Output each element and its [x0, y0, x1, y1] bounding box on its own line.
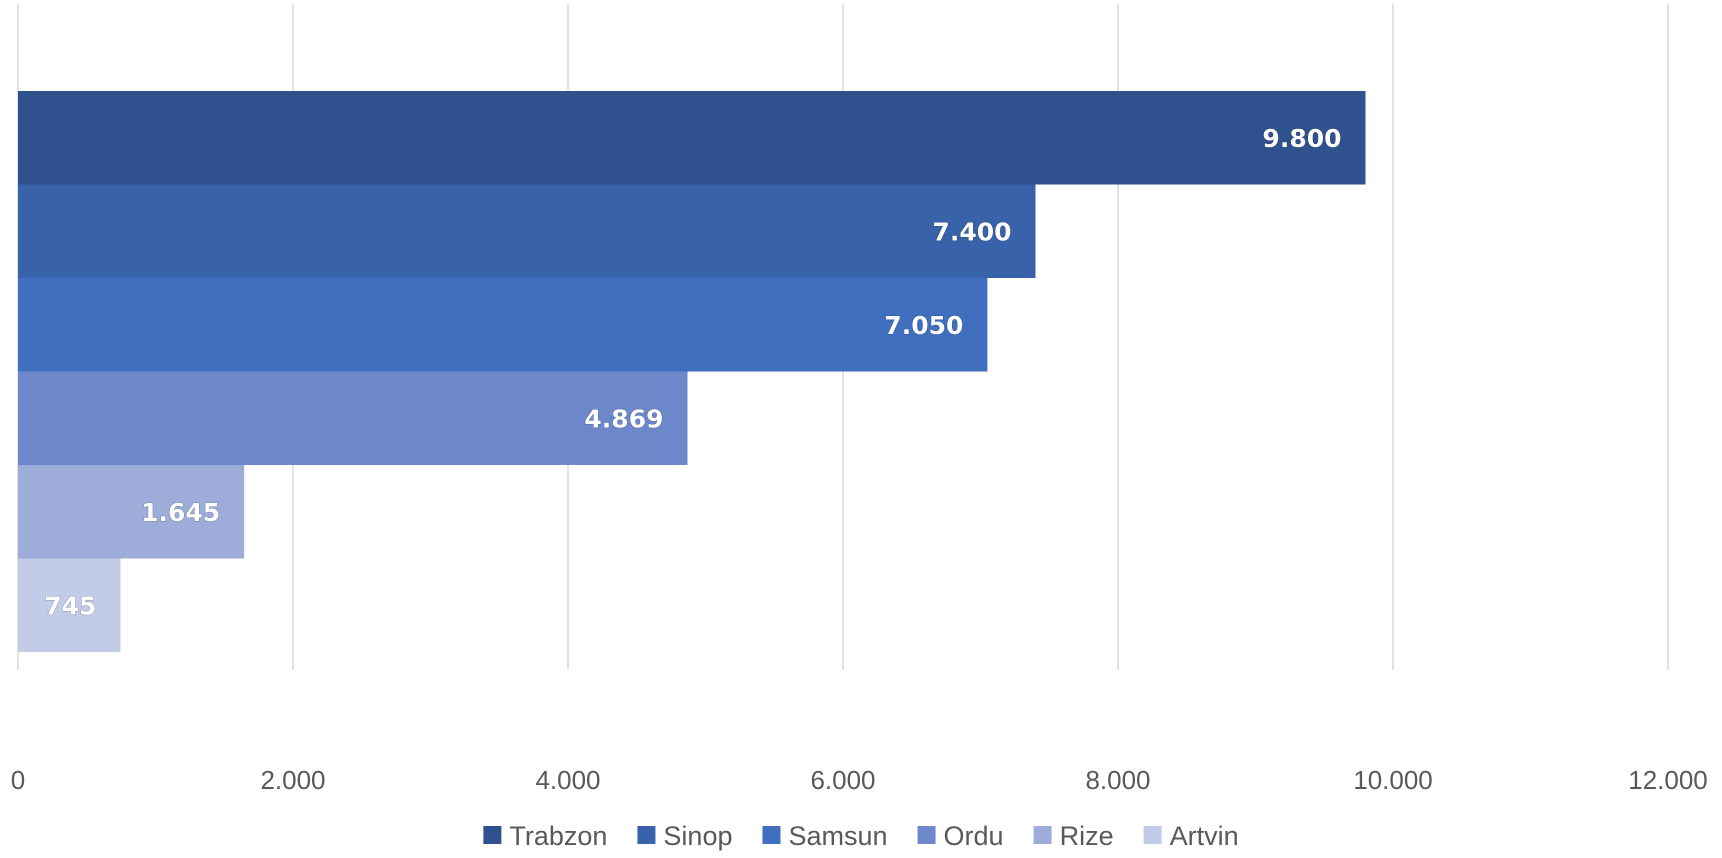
data-label-artvin: 745: [44, 591, 96, 620]
x-axis-ticks: 0 2.000 4.000 6.000 8.000 10.000 12.000: [11, 765, 1708, 795]
legend-item-artvin: Artvin: [1143, 821, 1239, 851]
data-label-trabzon: 9.800: [1262, 124, 1341, 153]
x-tick-label: 2.000: [260, 765, 325, 795]
legend-item-samsun: Samsun: [762, 821, 888, 851]
legend-label: Artvin: [1170, 821, 1239, 851]
legend-item-ordu: Ordu: [917, 821, 1004, 851]
legend-label: Samsun: [788, 821, 887, 851]
data-label-samsun: 7.050: [884, 311, 963, 340]
bar-sinop: [18, 184, 1036, 278]
legend-item-rize: Rize: [1033, 821, 1114, 851]
x-tick-label: 0: [11, 765, 25, 795]
x-tick-label: 8.000: [1085, 765, 1150, 795]
bar-ordu: [18, 371, 688, 465]
legend-swatch: [762, 826, 781, 844]
legend-swatch: [1143, 826, 1162, 844]
legend-swatch: [1033, 826, 1052, 844]
legend-label: Sinop: [663, 821, 732, 851]
bar-artvin: [18, 558, 121, 652]
legend-swatch: [483, 826, 502, 844]
data-label-sinop: 7.400: [932, 217, 1011, 246]
data-labels: 9.800 7.400 7.050 4.869 1.645 745: [44, 123, 1342, 621]
legend-item-trabzon: Trabzon: [483, 821, 607, 851]
legend-swatch: [637, 826, 656, 844]
x-tick-label: 6.000: [810, 765, 875, 795]
x-tick-label: 12.000: [1628, 765, 1708, 795]
bars: [18, 91, 1366, 652]
data-label-rize: 1.645: [141, 498, 220, 527]
bar-trabzon: [18, 91, 1366, 185]
bar-samsun: [18, 278, 988, 372]
legend-label: Trabzon: [509, 821, 607, 851]
legend-item-sinop: Sinop: [637, 821, 732, 851]
legend: Trabzon Sinop Samsun Ordu Rize Artvin: [483, 821, 1239, 851]
legend-label: Rize: [1060, 821, 1114, 851]
data-label-ordu: 4.869: [584, 404, 663, 433]
bar-rize: [18, 465, 245, 559]
x-tick-label: 10.000: [1353, 765, 1433, 795]
x-tick-label: 4.000: [535, 765, 600, 795]
legend-label: Ordu: [944, 821, 1004, 851]
legend-swatch: [917, 826, 936, 844]
